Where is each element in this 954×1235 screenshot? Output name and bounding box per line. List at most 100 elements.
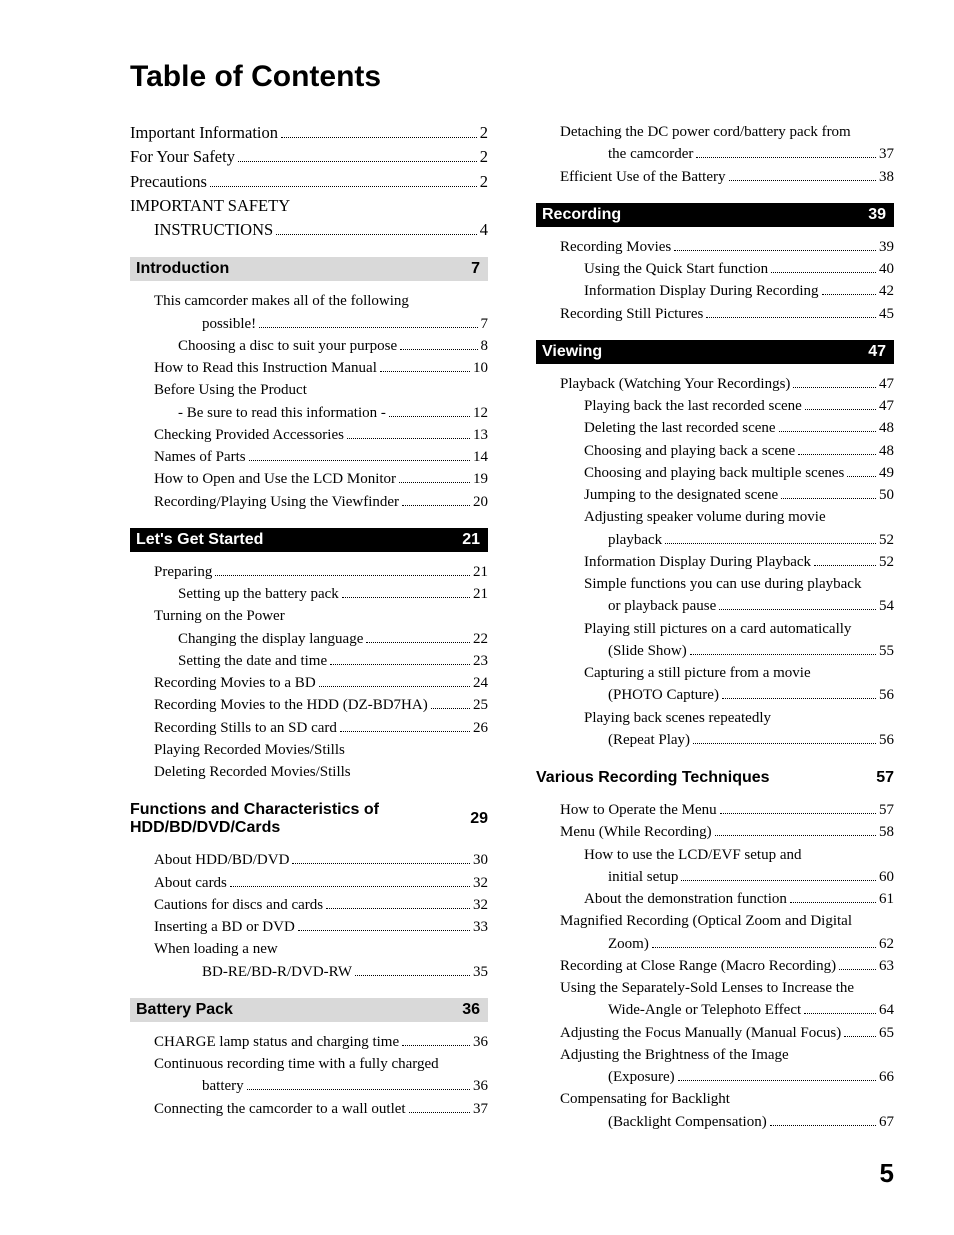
toc-entry: Playing back scenes repeatedly [560, 708, 894, 728]
toc-entry: Adjusting the Focus Manually (Manual Foc… [560, 1023, 894, 1043]
toc-entry-page: 67 [879, 1112, 894, 1132]
toc-entry: Recording Movies to a BD24 [154, 673, 488, 693]
toc-entry: Setting the date and time23 [154, 651, 488, 671]
toc-entry: Magnified Recording (Optical Zoom and Di… [560, 911, 894, 931]
toc-leader-dots [326, 908, 470, 909]
section-heading: Various Recording Techniques57 [536, 766, 894, 790]
toc-entry-page: 57 [879, 800, 894, 820]
toc-entry: the camcorder37 [560, 144, 894, 164]
toc-entry-page: 21 [473, 584, 488, 604]
section-heading: Introduction7 [130, 257, 488, 281]
toc-leader-dots [292, 863, 470, 864]
toc-entry-label: Playing back the last recorded scene [584, 396, 802, 416]
toc-entry: INSTRUCTIONS4 [130, 219, 488, 241]
toc-entry-page: 63 [879, 956, 894, 976]
section-heading: Recording39 [536, 203, 894, 227]
toc-entry: How to Operate the Menu57 [560, 800, 894, 820]
toc-leader-dots [729, 180, 877, 181]
toc-entry-page: 14 [473, 447, 488, 467]
toc-entry: Recording Movies to the HDD (DZ-BD7HA)25 [154, 695, 488, 715]
toc-entry: Choosing and playing back a scene48 [560, 441, 894, 461]
toc-entry: Setting up the battery pack21 [154, 584, 488, 604]
toc-entry-page: 62 [879, 934, 894, 954]
toc-entry-label: About HDD/BD/DVD [154, 850, 289, 870]
toc-entry: Recording at Close Range (Macro Recordin… [560, 956, 894, 976]
toc-entry-label: Choosing and playing back a scene [584, 441, 795, 461]
toc-entry: Menu (While Recording)58 [560, 822, 894, 842]
toc-leader-dots [678, 1080, 876, 1081]
section-heading-page: 21 [462, 531, 480, 549]
toc-entry-label: How to Open and Use the LCD Monitor [154, 469, 396, 489]
toc-entry: Names of Parts 14 [154, 447, 488, 467]
toc-entry: About HDD/BD/DVD30 [154, 850, 488, 870]
toc-entry-page: 33 [473, 917, 488, 937]
toc-entry-label: Detaching the DC power cord/battery pack… [560, 122, 851, 142]
toc-entry-page: 58 [879, 822, 894, 842]
toc-entry-page: 61 [879, 889, 894, 909]
toc-entry-label: Playing back scenes repeatedly [584, 708, 771, 728]
toc-entry: (PHOTO Capture)56 [560, 685, 894, 705]
toc-entry: - Be sure to read this information -12 [154, 403, 488, 423]
toc-entry: Connecting the camcorder to a wall outle… [154, 1099, 488, 1119]
toc-entry: (Exposure)66 [560, 1067, 894, 1087]
toc-entry-label: Information Display During Playback [584, 552, 811, 572]
toc-entry-page: 4 [480, 219, 488, 241]
toc-entry-label: Precautions [130, 171, 207, 193]
toc-entry-page: 64 [879, 1000, 894, 1020]
toc-entry-page: 32 [473, 895, 488, 915]
section-heading-title: Various Recording Techniques [536, 769, 770, 787]
toc-entry-label: initial setup [608, 867, 678, 887]
toc-entry: Turning on the Power [154, 606, 488, 626]
toc-entry: or playback pause54 [560, 596, 894, 616]
section-block: How to Operate the Menu57Menu (While Rec… [536, 800, 894, 1132]
toc-entry: Adjusting the Brightness of the Image [560, 1045, 894, 1065]
toc-entry-page: 2 [480, 171, 488, 193]
toc-leader-dots [249, 460, 470, 461]
toc-leader-dots [781, 498, 876, 499]
toc-entry: Before Using the Product [154, 380, 488, 400]
toc-entry: Recording/Playing Using the Viewfinder20 [154, 492, 488, 512]
toc-entry-label: This camcorder makes all of the followin… [154, 291, 409, 311]
toc-entry-label: Recording Stills to an SD card [154, 718, 337, 738]
toc-entry-page: 39 [879, 237, 894, 257]
toc-leader-dots [276, 234, 477, 235]
toc-entry: Adjusting speaker volume during movie [560, 507, 894, 527]
toc-entry-label: Capturing a still picture from a movie [584, 663, 811, 683]
toc-entry-label: For Your Safety [130, 146, 235, 168]
toc-entry-label: BD-RE/BD-R/DVD-RW [202, 962, 352, 982]
toc-entry-label: Cautions for discs and cards [154, 895, 323, 915]
toc-entry-page: 37 [473, 1099, 488, 1119]
toc-entry-label: Wide-Angle or Telephoto Effect [608, 1000, 801, 1020]
toc-entry-label: Efficient Use of the Battery [560, 167, 726, 187]
toc-entry-page: 55 [879, 641, 894, 661]
section-heading-title: Battery Pack [136, 1001, 233, 1019]
toc-entry-label: - Be sure to read this information - [178, 403, 386, 423]
toc-entry: Recording Movies39 [560, 237, 894, 257]
section-heading: Let's Get Started21 [130, 528, 488, 552]
toc-entry: This camcorder makes all of the followin… [154, 291, 488, 311]
toc-entry: Preparing21 [154, 562, 488, 582]
toc-entry-page: 2 [480, 122, 488, 144]
toc-leader-dots [431, 708, 470, 709]
toc-entry-page: 22 [473, 629, 488, 649]
toc-leader-dots [715, 835, 876, 836]
toc-entry-label: Inserting a BD or DVD [154, 917, 295, 937]
toc-entry: Cautions for discs and cards 32 [154, 895, 488, 915]
toc-leader-dots [681, 880, 876, 881]
toc-entry-label: Names of Parts [154, 447, 246, 467]
toc-leader-dots [771, 272, 876, 273]
toc-entry: Using the Quick Start function40 [560, 259, 894, 279]
toc-entry-label: Turning on the Power [154, 606, 285, 626]
toc-leader-dots [247, 1089, 470, 1090]
toc-leader-dots [389, 416, 470, 417]
toc-entry: (Repeat Play)56 [560, 730, 894, 750]
section-heading: Battery Pack36 [130, 998, 488, 1022]
toc-entry-label: Checking Provided Accessories [154, 425, 344, 445]
toc-entry-page: 36 [473, 1076, 488, 1096]
toc-leader-dots [722, 698, 876, 699]
toc-leader-dots [690, 654, 876, 655]
toc-entry-page: 19 [473, 469, 488, 489]
toc-entry-label: Recording Movies to the HDD (DZ-BD7HA) [154, 695, 428, 715]
toc-leader-dots [342, 597, 470, 598]
toc-entry-label: Playback (Watching Your Recordings) [560, 374, 790, 394]
